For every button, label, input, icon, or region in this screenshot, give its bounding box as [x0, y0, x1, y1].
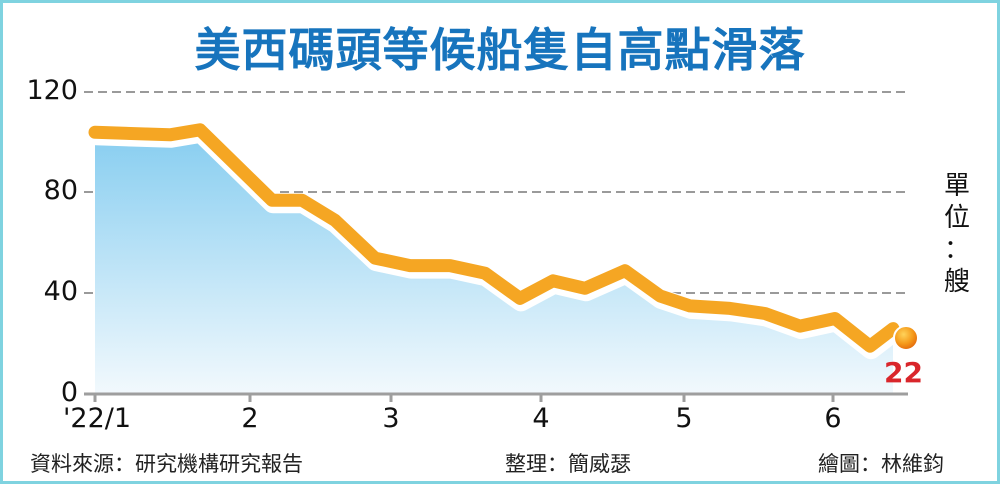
x-tick-jun: 6: [824, 403, 842, 434]
y-tick-80: 80: [43, 175, 78, 206]
unit-char: ：: [943, 235, 970, 265]
x-tick-apr: 4: [532, 403, 550, 434]
editor-note: 整理：簡威瑟: [505, 452, 631, 476]
y-tick-0: 0: [60, 377, 78, 408]
x-tick-feb: 2: [241, 403, 259, 434]
end-marker-icon: [893, 325, 919, 351]
area-fill: [95, 129, 893, 395]
source-note: 資料來源：研究機構研究報告: [30, 452, 303, 476]
artist-note: 繪圖：林維鈞: [818, 452, 944, 476]
y-tick-120: 120: [26, 75, 78, 106]
x-tick-may: 5: [675, 403, 693, 434]
x-tick-mar: 3: [382, 403, 400, 434]
x-axis-ticks: [93, 394, 835, 402]
unit-char: 單: [943, 171, 970, 201]
unit-char: 艘: [943, 267, 970, 297]
chart-title: 美西碼頭等候船隻自高點滑落: [194, 23, 806, 77]
unit-char: 位: [943, 203, 970, 233]
unit-label: 單 位 ： 艘: [940, 170, 974, 298]
data-line: [88, 123, 900, 353]
y-tick-40: 40: [43, 276, 78, 307]
end-value-label: 22: [884, 356, 923, 389]
x-tick-jan: '22/1: [62, 403, 132, 434]
